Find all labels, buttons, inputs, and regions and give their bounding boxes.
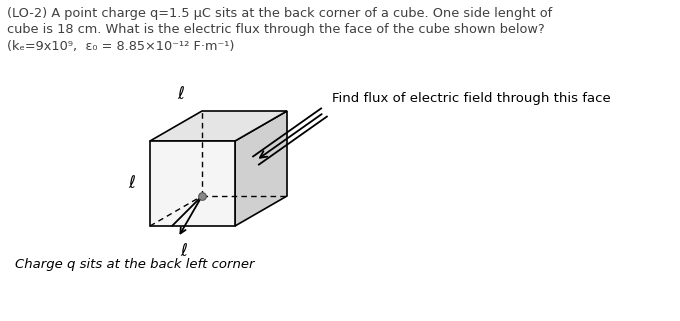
Text: Charge q sits at the back left corner: Charge q sits at the back left corner [15, 258, 254, 271]
Text: (LO-2) A point charge q=1.5 μC sits at the back corner of a cube. One side lengh: (LO-2) A point charge q=1.5 μC sits at t… [7, 7, 552, 20]
Text: ℓ: ℓ [177, 85, 184, 103]
Polygon shape [150, 111, 287, 141]
Polygon shape [235, 111, 287, 226]
Text: ℓ: ℓ [181, 242, 188, 260]
Polygon shape [150, 141, 235, 226]
Text: ℓ: ℓ [129, 175, 135, 193]
Text: cube is 18 cm. What is the electric flux through the face of the cube shown belo: cube is 18 cm. What is the electric flux… [7, 23, 545, 37]
Text: (kₑ=9x10⁹,  ε₀ = 8.85×10⁻¹² F·m⁻¹): (kₑ=9x10⁹, ε₀ = 8.85×10⁻¹² F·m⁻¹) [7, 40, 235, 53]
Text: Find flux of electric field through this face: Find flux of electric field through this… [332, 92, 611, 105]
